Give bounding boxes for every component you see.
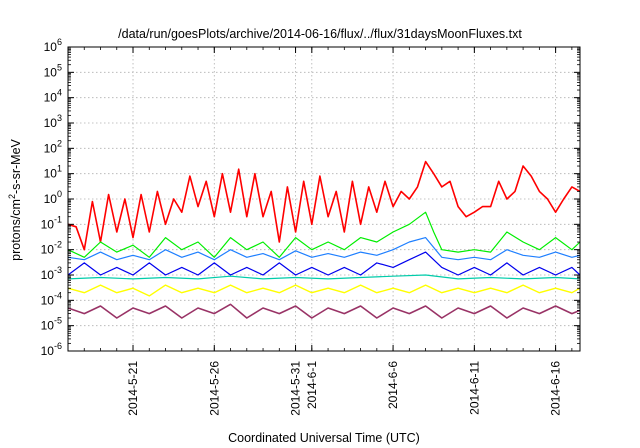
y-tick-label: 10-3 <box>41 265 62 282</box>
y-tick-exp: -4 <box>54 290 62 300</box>
x-tick-label: 2014-6-16 <box>549 361 563 416</box>
series-line-1 <box>67 160 581 251</box>
y-tick-exp: -1 <box>54 214 62 224</box>
y-axis-label-sup: 2 <box>7 194 17 199</box>
y-tick-base: 10 <box>44 116 58 130</box>
y-axis-label: protons/cm2-s-sr-MeV <box>7 138 23 260</box>
y-tick-exp: 2 <box>57 138 62 148</box>
y-tick-exp: -5 <box>54 316 62 326</box>
y-tick-base: 10 <box>44 141 58 155</box>
series-line-7 <box>67 303 581 319</box>
chart-title: /data/run/goesPlots/archive/2014-06-16/f… <box>118 27 522 41</box>
x-tick-label: 2014-5-31 <box>289 361 303 416</box>
x-tick-label: 2014-6-11 <box>467 361 481 415</box>
y-tick-label: 10-1 <box>41 214 62 231</box>
y-tick-base: 10 <box>41 344 55 358</box>
series-line-3 <box>67 237 581 261</box>
x-tick-label: 2014-5-26 <box>207 361 221 416</box>
y-tick-label: 100 <box>44 189 62 206</box>
y-tick-label: 104 <box>44 88 62 105</box>
y-tick-base: 10 <box>44 91 58 105</box>
y-tick-exp: -2 <box>54 240 62 250</box>
y-tick-labels: 10-610-510-410-310-210-11001011021031041… <box>41 37 62 358</box>
y-tick-label: 10-6 <box>41 341 62 358</box>
y-tick-base: 10 <box>41 217 55 231</box>
y-tick-exp: 1 <box>57 164 62 174</box>
y-tick-exp: 0 <box>57 189 62 199</box>
y-tick-label: 103 <box>44 113 62 130</box>
y-axis-label-rest: -s-sr-MeV <box>9 138 23 194</box>
y-tick-label: 105 <box>44 62 62 79</box>
series-line-4 <box>67 251 581 276</box>
x-tick-label: 2014-5-21 <box>126 361 140 416</box>
y-tick-label: 102 <box>44 138 62 155</box>
y-tick-exp: 6 <box>57 37 62 47</box>
series-line-5 <box>67 274 581 280</box>
y-tick-label: 106 <box>44 37 62 54</box>
y-tick-base: 10 <box>44 167 58 181</box>
x-axis-label: Coordinated Universal Time (UTC) <box>228 431 420 445</box>
y-tick-exp: 4 <box>57 88 62 98</box>
y-tick-base: 10 <box>41 319 55 333</box>
grid-lines <box>68 47 580 351</box>
series-lines <box>67 160 581 319</box>
y-tick-base: 10 <box>41 268 55 282</box>
y-tick-label: 10-2 <box>41 240 62 257</box>
y-tick-base: 10 <box>44 192 58 206</box>
y-axis-label-unit: protons/cm <box>9 199 23 261</box>
y-tick-base: 10 <box>41 293 55 307</box>
y-tick-label: 10-4 <box>41 290 62 307</box>
y-tick-base: 10 <box>44 40 58 54</box>
axes <box>67 46 581 352</box>
x-tick-label: 2014-6-1 <box>305 361 319 409</box>
series-line-2 <box>67 211 581 258</box>
y-tick-base: 10 <box>44 65 58 79</box>
y-tick-exp: -6 <box>54 341 62 351</box>
y-tick-base: 10 <box>41 243 55 257</box>
series-line-6 <box>67 284 581 297</box>
y-tick-label: 101 <box>44 164 62 181</box>
y-tick-exp: 5 <box>57 62 62 72</box>
y-tick-exp: -3 <box>54 265 62 275</box>
x-tick-labels: 2014-5-21 2014-5-26 2014-5-31 2014-6-1 2014-… <box>126 361 563 416</box>
x-tick-label: 2014-6-6 <box>386 361 400 409</box>
y-tick-exp: 3 <box>57 113 62 123</box>
y-tick-label: 10-5 <box>41 316 62 333</box>
